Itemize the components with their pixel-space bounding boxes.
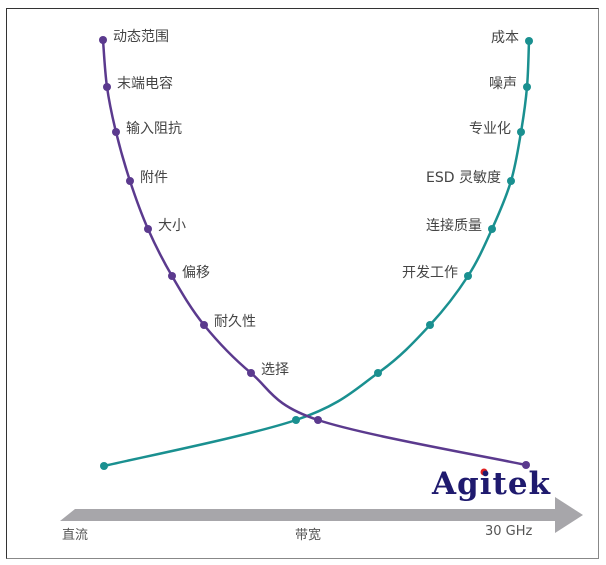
left-curve-point (112, 128, 120, 136)
left-curve-label: 偏移 (182, 265, 210, 281)
right-curve-point (488, 225, 496, 233)
left-curve-label: 附件 (140, 170, 168, 186)
axis-label-bandwidth: 带宽 (295, 528, 322, 543)
diagram-frame (6, 8, 599, 559)
left-curve-label: 耐久性 (214, 314, 256, 330)
left-curve-point (522, 461, 530, 469)
right-curve-point (507, 177, 515, 185)
right-curve-point (100, 462, 108, 470)
right-curve-point (292, 416, 300, 424)
left-curve-label: 动态范围 (113, 29, 169, 45)
right-curve (103, 40, 531, 468)
left-curve-point (200, 321, 208, 329)
right-curve-point (517, 128, 525, 136)
right-curve-point (525, 37, 533, 45)
left-curve-label: 大小 (158, 218, 186, 234)
right-curve-point (523, 83, 531, 91)
left-curve-point (144, 225, 152, 233)
left-curve-point (99, 36, 107, 44)
left-curve-label: 输入阻抗 (126, 121, 182, 137)
right-curve-label: ESD 灵敏度 (426, 170, 501, 186)
left-curve-point (168, 272, 176, 280)
left-curve-point (314, 416, 322, 424)
axis-label-30ghz: 30 GHz (485, 524, 533, 539)
right-curve-point (426, 321, 434, 329)
axis-label-dc: 直流 (62, 528, 89, 543)
right-curve-label: 成本 (491, 30, 519, 46)
right-curve-label: 连接质量 (426, 218, 482, 234)
right-curve-label: 噪声 (489, 76, 517, 92)
right-curve-point (374, 369, 382, 377)
left-curve-point (103, 83, 111, 91)
right-curve-label: 专业化 (469, 121, 511, 137)
left-curve-point (247, 369, 255, 377)
logo-dot (480, 468, 488, 476)
bandwidth-arrow (60, 497, 583, 533)
left-curve (101, 39, 527, 467)
left-curve-label: 选择 (261, 362, 289, 378)
left-curve-point (126, 177, 134, 185)
agitek-logo: Agitek (432, 466, 552, 502)
right-curve-point (464, 272, 472, 280)
left-curve-label: 末端电容 (117, 76, 173, 92)
right-curve-label: 开发工作 (402, 265, 458, 281)
